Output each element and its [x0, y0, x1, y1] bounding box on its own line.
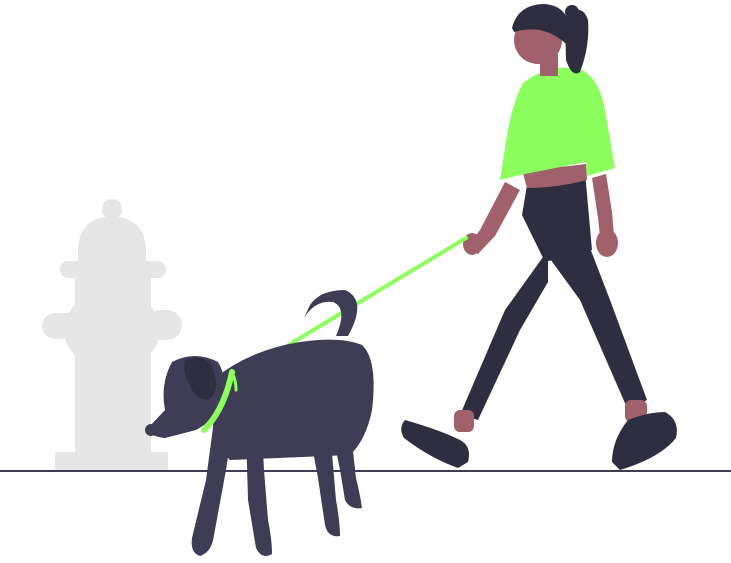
ground-line — [0, 470, 731, 472]
fire-hydrant-icon — [42, 199, 182, 472]
dog-icon — [145, 290, 374, 556]
woman-icon — [401, 4, 677, 470]
